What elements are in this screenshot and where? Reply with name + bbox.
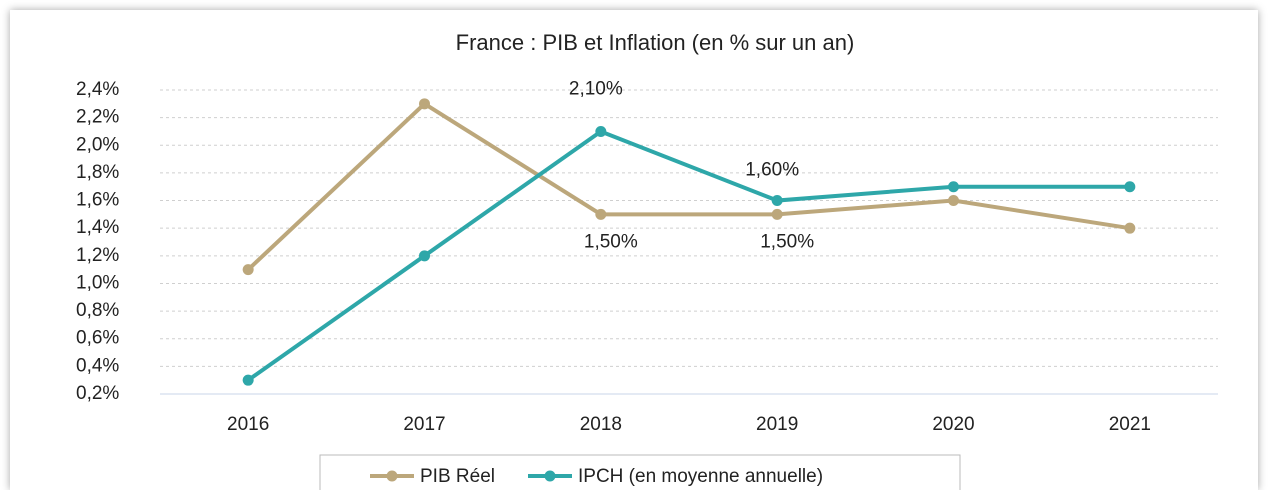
series-line — [247, 129, 1130, 382]
marker — [948, 195, 959, 207]
data-label: 1,50% — [584, 231, 638, 252]
marker — [242, 374, 254, 386]
legend-marker — [386, 470, 398, 482]
chart-title: France : PIB et Inflation (en % sur un a… — [456, 30, 855, 55]
data-label: 1,60% — [745, 160, 799, 181]
legend-box — [319, 454, 961, 490]
x-tick-label: 2021 — [1109, 414, 1151, 435]
x-tick-label: 2020 — [932, 414, 974, 435]
y-tick-label: 1,4% — [76, 217, 119, 238]
marker — [771, 208, 783, 220]
y-tick-label: 0,8% — [76, 300, 119, 321]
marker — [595, 125, 607, 137]
y-tick-label: 2,4% — [76, 79, 119, 100]
marker — [242, 264, 254, 276]
y-tick-label: 2,0% — [76, 134, 119, 155]
y-tick-label: 0,4% — [76, 355, 119, 376]
y-tick-label: 0,2% — [76, 383, 119, 404]
y-tick-label: 1,2% — [76, 245, 119, 266]
data-label: 2,10% — [569, 78, 623, 99]
marker — [595, 208, 607, 220]
marker — [771, 195, 783, 207]
legend-marker — [544, 470, 556, 482]
marker — [419, 250, 430, 262]
y-tick-label: 1,0% — [76, 272, 119, 293]
y-tick-label: 1,6% — [76, 190, 119, 211]
y-tick-label: 1,8% — [76, 162, 119, 183]
legend-label: IPCH (en moyenne annuelle) — [578, 466, 823, 487]
legend-label: PIB Réel — [420, 466, 495, 487]
series-line — [246, 101, 1131, 272]
y-tick-label: 0,6% — [76, 328, 119, 349]
x-tick-label: 2017 — [403, 414, 445, 435]
marker — [1124, 181, 1136, 193]
marker — [1124, 222, 1136, 234]
data-label: 1,50% — [760, 231, 814, 252]
x-tick-label: 2019 — [756, 414, 798, 435]
marker — [419, 98, 430, 110]
marker — [948, 181, 959, 193]
x-tick-label: 2018 — [580, 414, 622, 435]
y-tick-label: 2,2% — [76, 107, 119, 128]
x-tick-label: 2016 — [227, 414, 269, 435]
